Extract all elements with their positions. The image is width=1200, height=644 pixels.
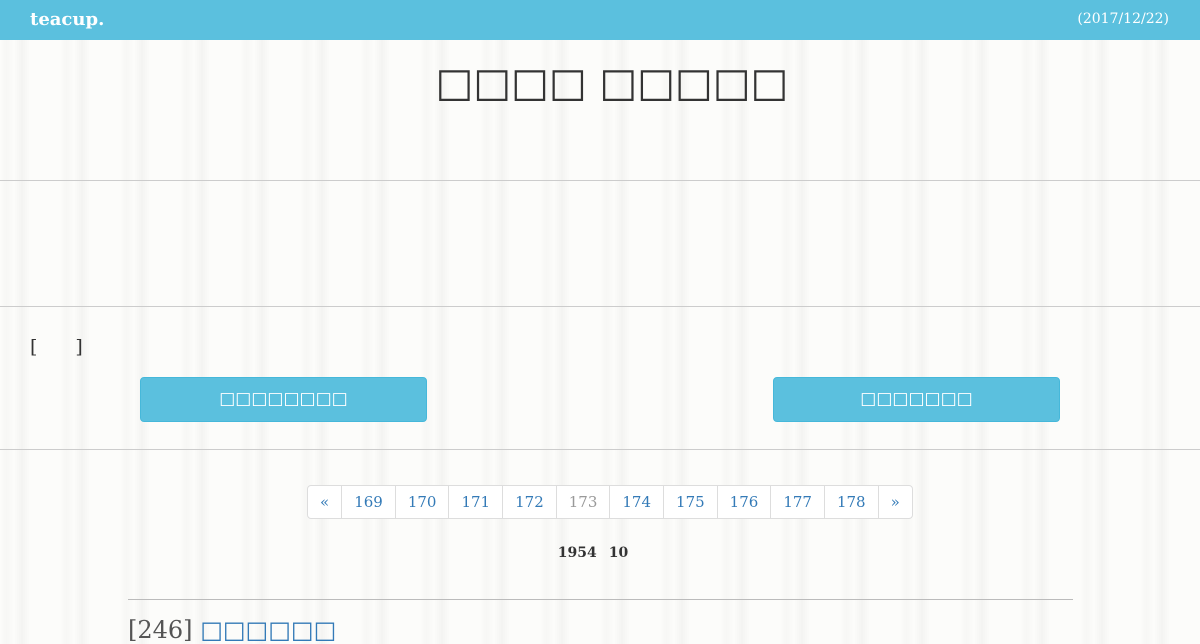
page-link[interactable]: »	[877, 486, 912, 518]
per-page: 10	[608, 545, 629, 561]
button[interactable]: □□□□□□□□	[140, 377, 427, 422]
pagination: « 169 170 171 172 173 174 175 176 177 178»	[307, 485, 913, 519]
divider	[0, 180, 1200, 181]
post-title[interactable]: □□□□□□	[200, 616, 337, 644]
page-link[interactable]: 177	[770, 486, 824, 518]
page-link[interactable]: 171	[448, 486, 502, 518]
page-link[interactable]: 175	[663, 486, 717, 518]
post-number: [246]	[128, 616, 193, 644]
page-link[interactable]: 170	[394, 486, 449, 518]
divider	[128, 599, 1073, 600]
header: teacup. (2017/12/22)	[0, 0, 1200, 40]
title: □□□□ □□□□□	[435, 60, 789, 106]
page-link[interactable]: 172	[502, 486, 556, 518]
date: (2017/12/22)	[1077, 11, 1169, 27]
stats: 1954 10	[0, 545, 1186, 561]
section-label: [ ]	[30, 336, 83, 358]
brand[interactable]: teacup.	[30, 9, 105, 30]
page-link[interactable]: 176	[716, 486, 771, 518]
divider	[0, 449, 1200, 450]
page-link[interactable]: 169	[341, 486, 395, 518]
page-link[interactable]: «	[320, 493, 330, 511]
page-link: 173	[555, 486, 610, 518]
total: 1954	[557, 545, 597, 561]
page-link[interactable]: 174	[609, 486, 663, 518]
page-link[interactable]: 178	[823, 486, 878, 518]
button[interactable]: □□□□□□□	[773, 377, 1060, 422]
divider	[0, 306, 1200, 307]
post-heading: [246] □□□□□□	[128, 616, 336, 644]
